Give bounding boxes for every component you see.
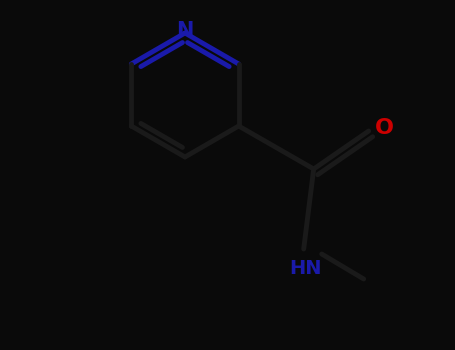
Text: HN: HN [289, 259, 322, 278]
Text: O: O [375, 118, 394, 138]
Text: N: N [177, 21, 194, 41]
